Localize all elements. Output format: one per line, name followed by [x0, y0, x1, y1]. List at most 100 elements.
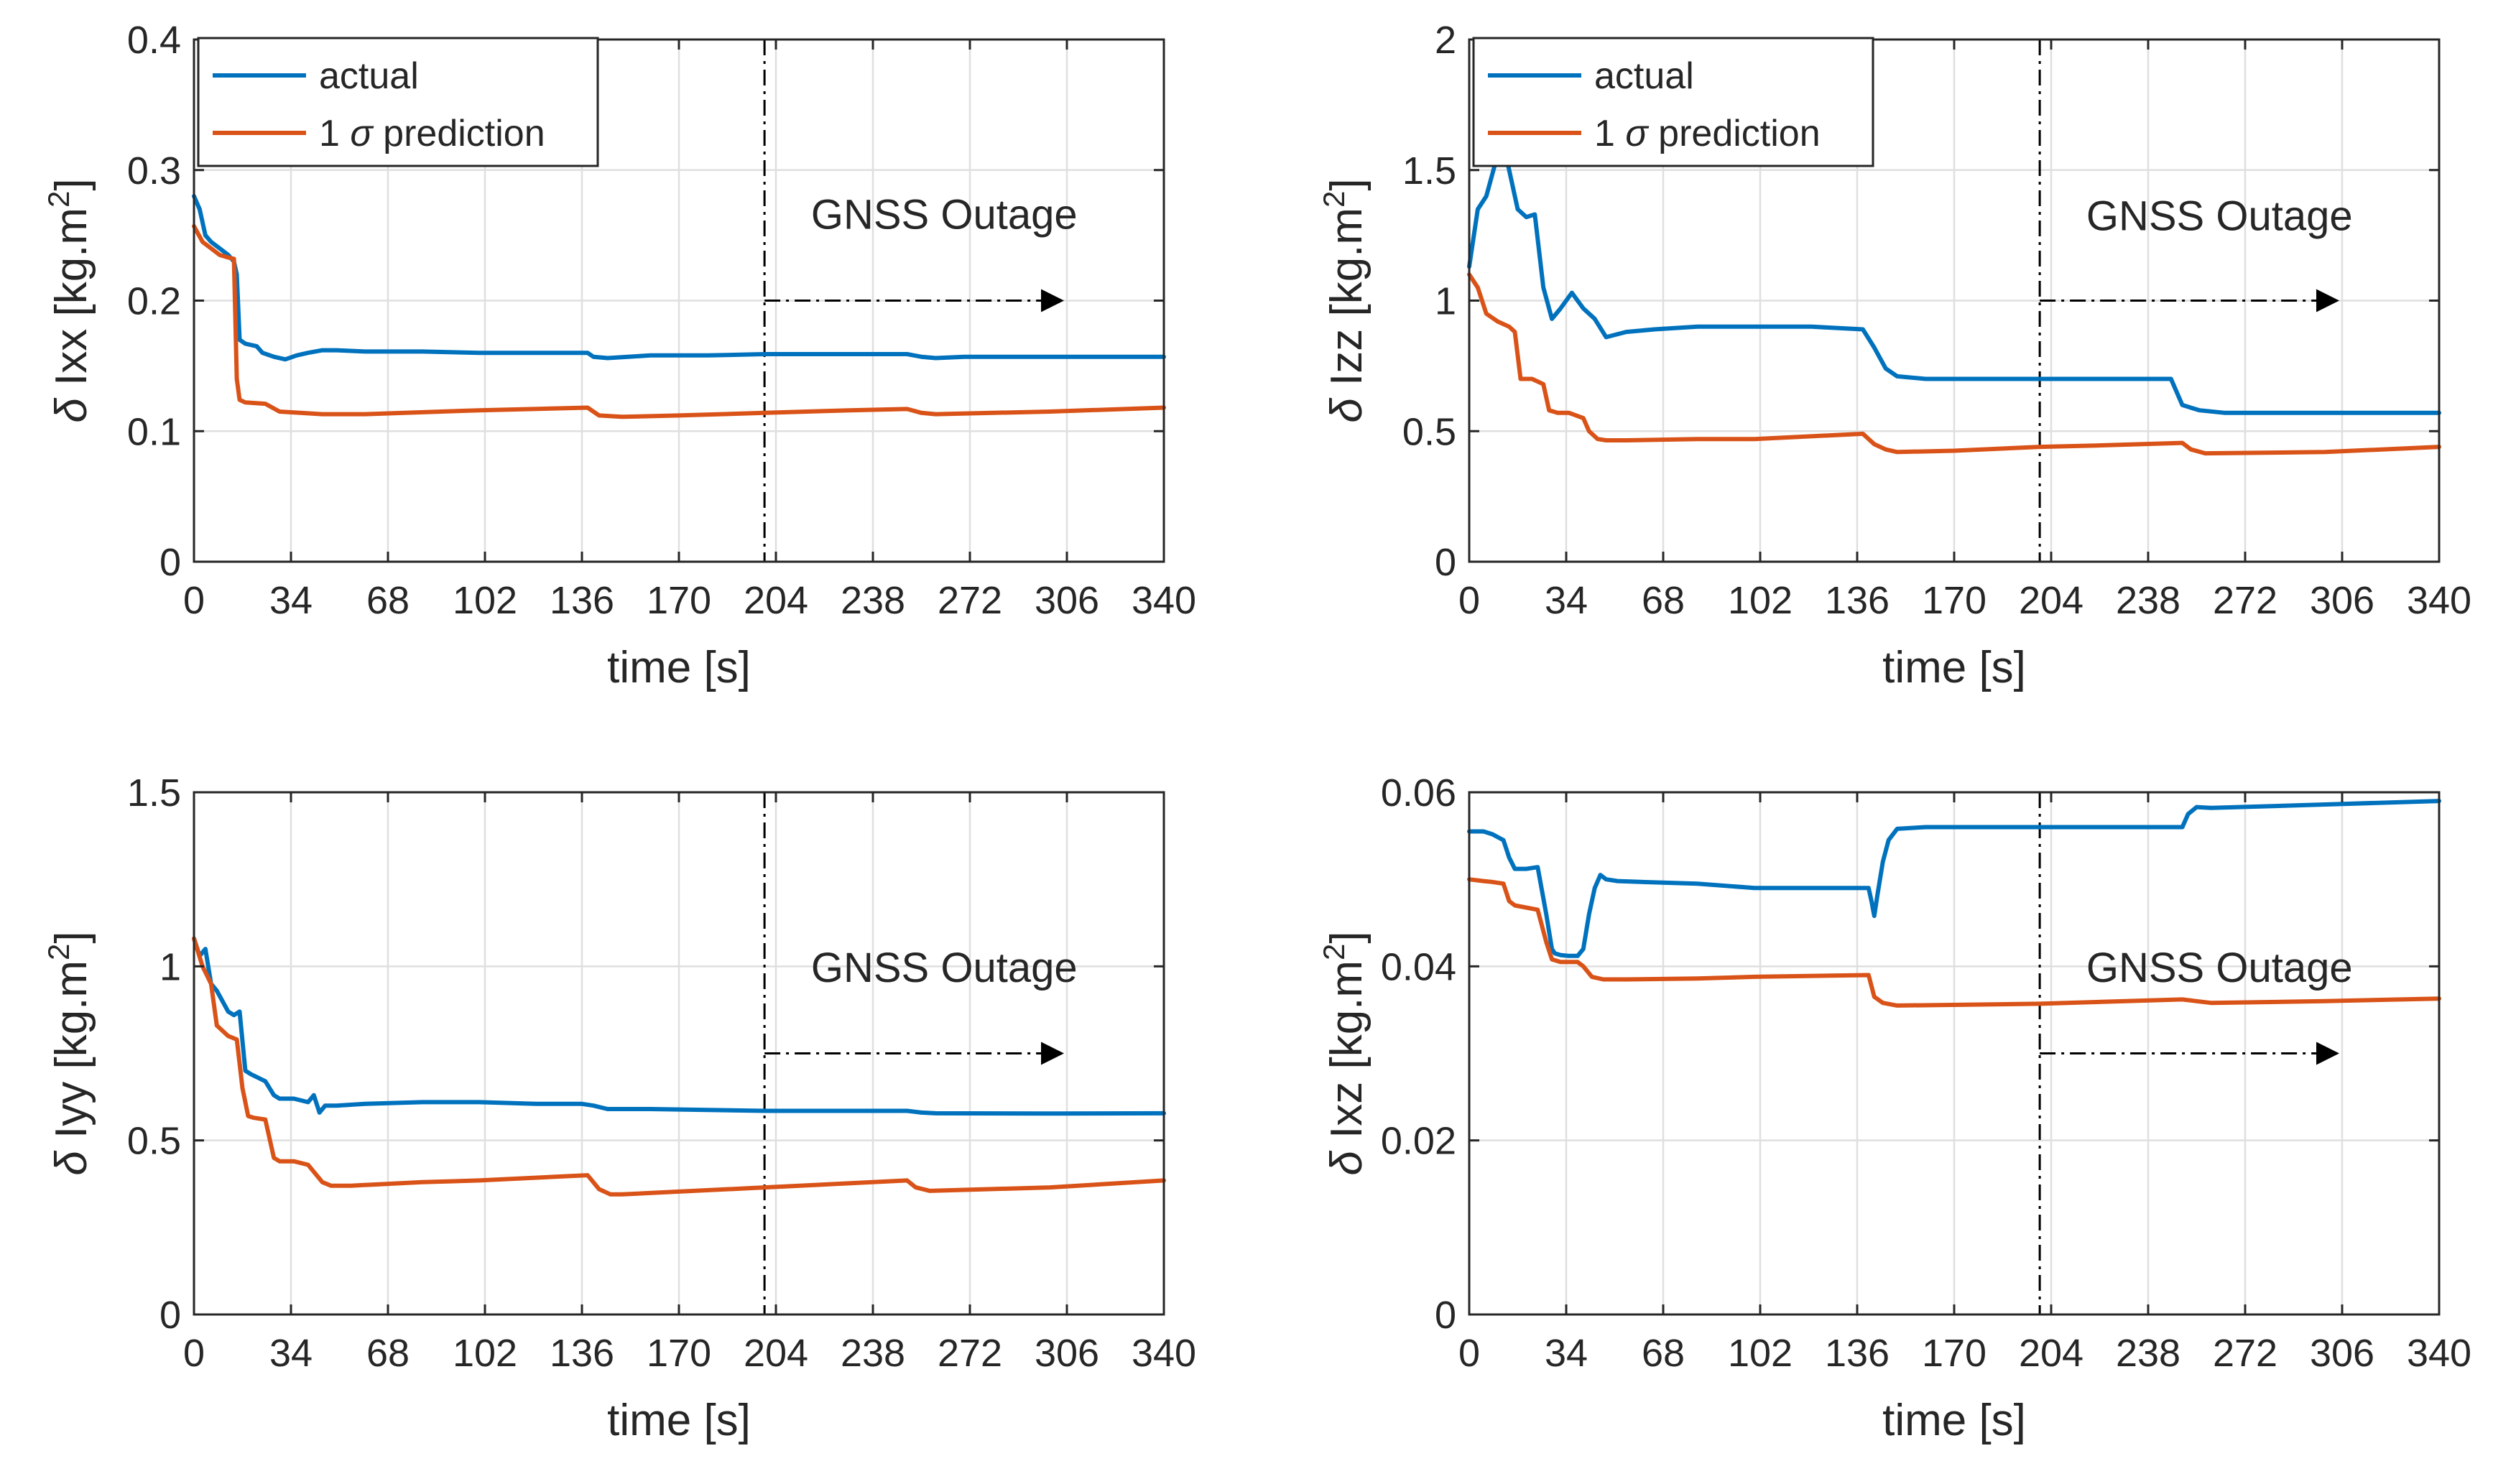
outage-arrowhead: [1041, 1042, 1065, 1065]
x-tick-label: 272: [938, 1332, 1002, 1375]
legend-label-actual: actual: [319, 55, 419, 97]
x-tick-label: 102: [1728, 579, 1793, 622]
y-tick-label: 0.4: [127, 19, 181, 62]
x-tick-label: 204: [744, 579, 808, 622]
outage-arrowhead: [2316, 1042, 2340, 1065]
x-tick-label: 340: [1132, 579, 1196, 622]
x-tick-label: 340: [2407, 579, 2471, 622]
y-label-delta: δ: [47, 398, 96, 423]
y-tick-label: 1.5: [1402, 149, 1456, 193]
legend-prefix: 1: [319, 113, 350, 154]
legend: actual 1 σ prediction: [1472, 37, 1874, 167]
x-tick-label: 238: [2116, 579, 2180, 622]
y-tick-label: 0: [159, 1294, 181, 1337]
chart-panel-bottom-right: GNSS Outage 0 34 68 102 136 170 204 238 272 306 340…: [1317, 771, 2471, 1445]
x-tick-label: 102: [1728, 1332, 1793, 1375]
x-tick-label: 0: [1458, 579, 1480, 622]
x-tick-label: 204: [2019, 1332, 2083, 1375]
y-tick-label: 0.02: [1381, 1120, 1456, 1163]
gnss-outage-label: GNSS Outage: [811, 945, 1078, 991]
x-tick-label: 68: [1642, 1332, 1685, 1375]
y-axis-label: δ Ixz [kg.m2]: [1317, 931, 1372, 1175]
legend-box: [1472, 37, 1874, 167]
x-tick-label: 68: [366, 1332, 410, 1375]
x-tick-label: 34: [269, 579, 313, 622]
x-tick-label: 34: [1545, 579, 1588, 622]
legend-prefix: 1: [1594, 113, 1625, 154]
y-tick-label: 1: [1435, 280, 1456, 323]
legend: actual 1 σ prediction: [197, 37, 599, 167]
x-tick-label: 272: [938, 579, 1002, 622]
x-tick-label: 306: [1035, 579, 1099, 622]
x-tick-label: 170: [647, 1332, 711, 1375]
x-tick-label: 306: [2310, 579, 2374, 622]
x-tick-label: 306: [2310, 1332, 2374, 1375]
y-tick-label: 2: [1435, 19, 1456, 62]
legend-sigma: σ: [350, 113, 374, 154]
y-label-superscript: 2: [42, 944, 75, 960]
x-tick-label: 0: [1458, 1332, 1480, 1375]
x-axis-label: time [s]: [1882, 1396, 2026, 1445]
legend-suffix: prediction: [1648, 113, 1821, 154]
y-axis-label: δ Izz [kg.m2]: [1317, 178, 1372, 422]
x-tick-label: 238: [841, 1332, 905, 1375]
x-tick-label: 272: [2213, 579, 2277, 622]
y-label-name: Iyy [kg.m: [47, 960, 96, 1151]
y-label-superscript: 2: [42, 191, 75, 208]
legend-box: [197, 37, 599, 167]
x-tick-label: 34: [269, 1332, 313, 1375]
x-tick-label: 136: [1825, 579, 1890, 622]
y-tick-label: 0.3: [127, 149, 181, 193]
x-tick-label: 238: [841, 579, 905, 622]
legend-suffix: prediction: [373, 113, 545, 154]
x-tick-label: 0: [183, 579, 205, 622]
gnss-outage-label: GNSS Outage: [2086, 945, 2353, 991]
x-tick-label: 34: [1545, 1332, 1588, 1375]
y-label-delta: δ: [47, 1151, 96, 1176]
x-tick-label: 170: [1922, 579, 1986, 622]
y-label-delta: δ: [1322, 1151, 1372, 1176]
y-tick-label: 0: [159, 541, 181, 584]
outage-arrowhead: [2316, 289, 2340, 312]
series-line-prediction: [1467, 877, 2441, 1008]
y-tick-label: 0: [1435, 1294, 1456, 1337]
y-axis-label: δ Iyy [kg.m2]: [42, 931, 96, 1175]
x-tick-label: 0: [183, 1332, 205, 1375]
y-label-delta: δ: [1322, 398, 1372, 423]
y-axis-label: δ Ixx [kg.m2]: [42, 178, 96, 422]
series-line-actual: [192, 936, 1166, 1116]
x-tick-label: 68: [1642, 579, 1685, 622]
series-line-prediction: [192, 936, 1166, 1197]
x-tick-label: 136: [1825, 1332, 1890, 1375]
y-tick-label: 0: [1435, 541, 1456, 584]
x-tick-label: 340: [2407, 1332, 2471, 1375]
series-line-actual: [1467, 799, 2441, 958]
x-tick-label: 136: [550, 1332, 614, 1375]
x-tick-label: 136: [550, 579, 614, 622]
x-tick-label: 340: [1132, 1332, 1196, 1375]
legend-label-prediction: 1 σ prediction: [319, 113, 545, 154]
x-tick-label: 102: [453, 579, 517, 622]
y-label-name: Ixz [kg.m: [1322, 960, 1372, 1151]
x-axis-label: time [s]: [607, 1396, 751, 1445]
outage-arrowhead: [1041, 289, 1065, 312]
y-tick-label: 0.06: [1381, 771, 1456, 815]
y-tick-label: 0.2: [127, 280, 181, 323]
x-tick-label: 238: [2116, 1332, 2180, 1375]
series-line-actual: [1467, 142, 2441, 415]
legend-sigma: σ: [1625, 113, 1649, 154]
y-tick-label: 0.04: [1381, 945, 1456, 988]
y-label-name: Ixx [kg.m: [47, 208, 96, 398]
legend-label-prediction: 1 σ prediction: [1594, 113, 1821, 154]
y-tick-label: 1: [159, 945, 181, 988]
x-tick-label: 102: [453, 1332, 517, 1375]
y-tick-label: 0.5: [1402, 410, 1456, 453]
x-tick-label: 272: [2213, 1332, 2277, 1375]
y-label-superscript: 2: [1317, 944, 1351, 960]
y-label-close: ]: [47, 931, 96, 943]
x-tick-label: 170: [647, 579, 711, 622]
